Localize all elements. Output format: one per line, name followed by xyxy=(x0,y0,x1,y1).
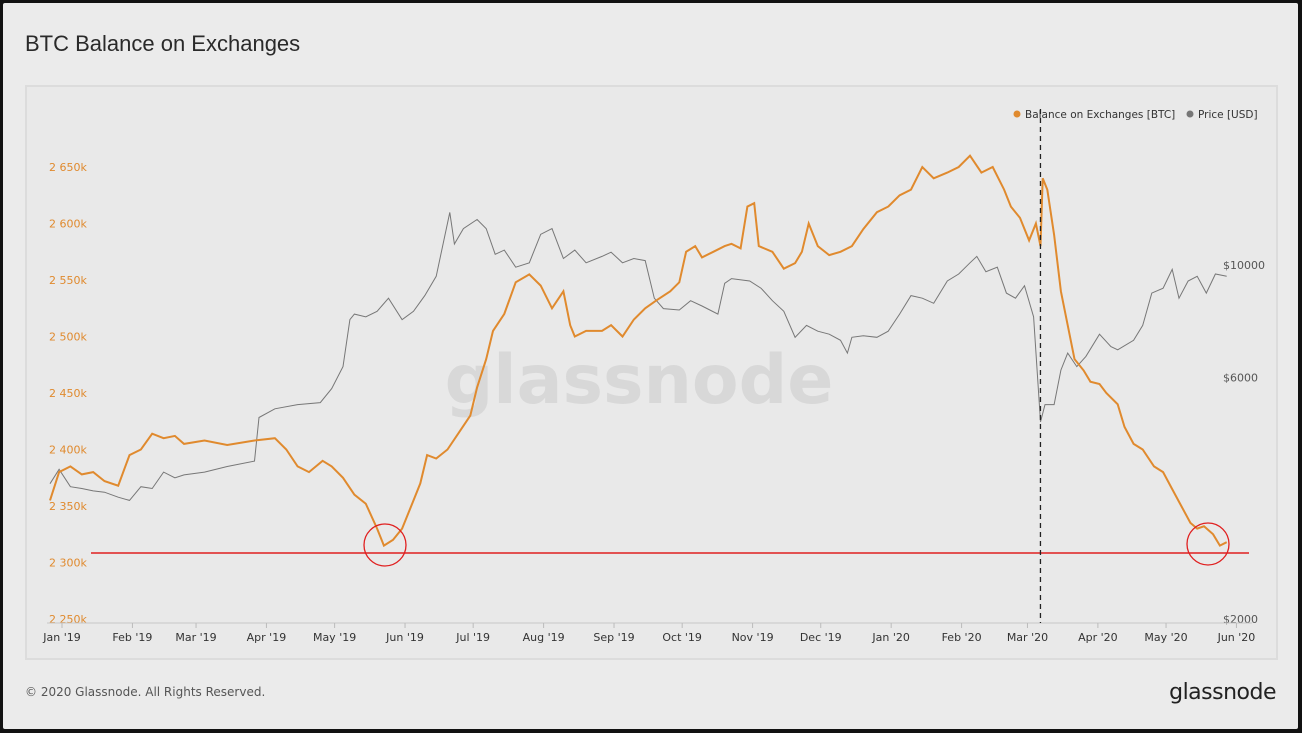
legend: Balance on Exchanges [BTC] Price [USD] xyxy=(1013,109,1258,121)
x-tick-label: Apr '19 xyxy=(247,631,287,644)
price-line xyxy=(49,212,1227,501)
y-axis-right: $2000 $6000 $10000 xyxy=(1223,259,1265,626)
y-left-tick-label: 2 400k xyxy=(49,444,87,457)
x-tick-label: Jan '20 xyxy=(871,631,909,644)
x-tick-label: May '20 xyxy=(1144,631,1187,644)
y-left-tick-label: 2 650k xyxy=(49,161,87,174)
y-left-tick-label: 2 500k xyxy=(49,331,87,344)
x-tick-label: Feb '19 xyxy=(112,631,152,644)
y-left-tick-label: 2 550k xyxy=(49,274,87,287)
legend-price-label: Price [USD] xyxy=(1198,109,1258,121)
y-right-tick-label: $10000 xyxy=(1223,259,1265,272)
btc-balance-chart: glassnode Balance on Exchanges [BTC] Pric… xyxy=(42,109,1265,644)
y-left-tick-label: 2 250k xyxy=(49,613,87,626)
x-tick-label: Aug '19 xyxy=(523,631,565,644)
legend-balance-dot xyxy=(1013,110,1021,118)
x-tick-label: Nov '19 xyxy=(732,631,774,644)
watermark: glassnode xyxy=(445,341,834,420)
x-tick-label: Jan '19 xyxy=(42,631,80,644)
legend-price-dot xyxy=(1186,110,1194,118)
y-left-tick-label: 2 600k xyxy=(49,218,87,231)
x-tick-label: Mar '20 xyxy=(1007,631,1048,644)
chart-panel: glassnode Balance on Exchanges [BTC] Pric… xyxy=(25,85,1278,660)
x-tick-label: Feb '20 xyxy=(942,631,982,644)
x-tick-label: Mar '19 xyxy=(175,631,216,644)
x-tick-label: Jun '20 xyxy=(1217,631,1256,644)
x-tick-label: Jun '19 xyxy=(385,631,424,644)
legend-balance-label: Balance on Exchanges [BTC] xyxy=(1025,109,1175,121)
x-tick-label: Apr '20 xyxy=(1078,631,1118,644)
highlight-circle xyxy=(363,523,407,567)
series-lines xyxy=(49,154,1228,548)
y-axis-left: 2 250k 2 300k 2 350k 2 400k 2 450k 2 500k 2 55… xyxy=(49,161,87,626)
balance-line xyxy=(49,154,1228,548)
y-left-tick-label: 2 450k xyxy=(49,387,87,400)
page-title: BTC Balance on Exchanges xyxy=(25,31,301,56)
y-right-tick-label: $6000 xyxy=(1223,371,1258,384)
x-tick-label: Dec '19 xyxy=(800,631,842,644)
annotations xyxy=(91,109,1249,623)
x-tick-label: Sep '19 xyxy=(593,631,634,644)
page: BTC Balance on Exchanges glassnode Balan… xyxy=(3,3,1298,729)
y-right-tick-label: $2000 xyxy=(1223,613,1258,626)
y-left-tick-label: 2 300k xyxy=(49,557,87,570)
x-tick-label: May '19 xyxy=(313,631,356,644)
highlight-circle xyxy=(1186,522,1230,566)
x-axis: Jan '19 Feb '19 Mar '19 Apr '19 May '19 Jun '… xyxy=(42,622,1256,644)
brand-logo[interactable]: glassnode xyxy=(1169,680,1276,705)
x-tick-label: Oct '19 xyxy=(662,631,702,644)
x-tick-label: Jul '19 xyxy=(455,631,490,644)
copyright-footer: © 2020 Glassnode. All Rights Reserved. xyxy=(25,685,266,699)
y-left-tick-label: 2 350k xyxy=(49,500,87,513)
